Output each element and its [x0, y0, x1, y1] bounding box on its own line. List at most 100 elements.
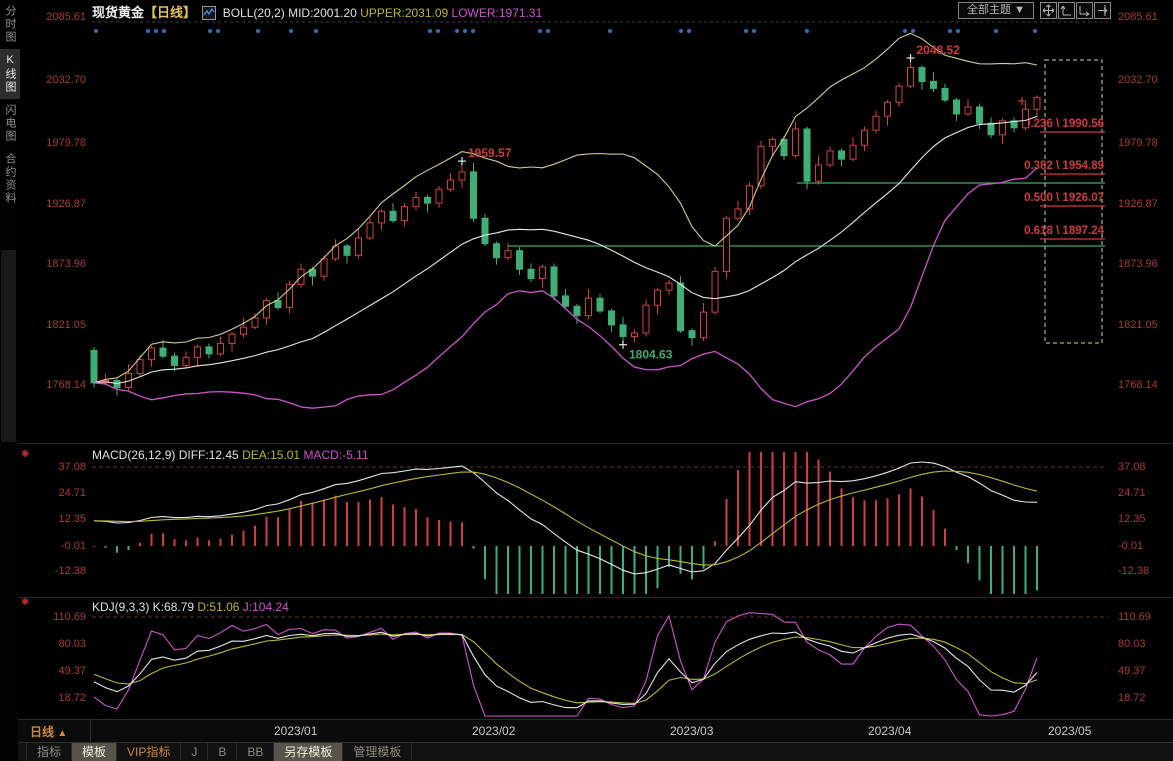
signal-dot: [256, 29, 260, 33]
macd-dea-value: DEA:15.01: [242, 448, 301, 462]
indicator-icon[interactable]: [202, 6, 217, 20]
macd-axis-label: 37.08: [1118, 461, 1146, 473]
signal-dot: [162, 29, 166, 33]
fib-level-label: 0.500 \ 1926.07: [1024, 192, 1104, 204]
drawing-objects: 0.236 \ 1990.56 0.382 \ 1954.89 0.500 \ 19…: [508, 59, 1105, 344]
signal-dot: [538, 29, 542, 33]
signal-dot: [948, 29, 952, 33]
fib-level-label: 0.382 \ 1954.89: [1024, 160, 1104, 172]
indicator-panes: [93, 452, 1038, 717]
symbol-name: 现货黄金: [92, 5, 145, 20]
theme-dropdown-button[interactable]: 全部主题 ▼: [958, 2, 1034, 19]
date-axis-label: 2023/05: [1048, 724, 1092, 738]
tab-b[interactable]: B: [208, 743, 238, 761]
macd-axis-label: -0.01: [1118, 540, 1144, 552]
price-axis-label: 2032.70: [1118, 74, 1158, 86]
x-axis-row: 日线 ▲ 2023/01 2023/02 2023/03 2023/04 2023/05: [18, 719, 1173, 744]
kdj-axis-label: 49.37: [1118, 665, 1146, 677]
signal-dot: [436, 29, 440, 33]
sidebar-item-timeshare[interactable]: 分时图: [4, 5, 16, 44]
boll-upper-value: UPPER:2031.09: [360, 6, 449, 20]
candlesticks: [90, 59, 1041, 396]
price-annotation: 2048.52: [917, 43, 961, 57]
sidebar-scroll-track[interactable]: [1, 250, 16, 442]
period-text: 日线: [30, 725, 55, 739]
macd-axis-label: 24.71: [1118, 487, 1146, 499]
left-sidebar: 分时图 K线图 闪电图 合约资料: [0, 0, 20, 761]
kdj-axis-label: 80.03: [58, 638, 86, 650]
signal-dot: [956, 29, 960, 33]
signal-dot: [752, 29, 756, 33]
macd-axis-label: 24.71: [58, 487, 86, 499]
macd-axis-label: -0.01: [60, 540, 86, 552]
price-axis-label: 1821.05: [1118, 319, 1158, 331]
signal-dot: [679, 29, 683, 33]
price-axis-label: 2085.61: [1118, 11, 1158, 23]
pane-separator: [18, 443, 1173, 444]
date-axis-label: 2023/02: [472, 724, 516, 738]
sidebar-item-lightning[interactable]: 闪电图: [4, 104, 16, 143]
signal-dot: [216, 29, 220, 33]
fib-level-label: 0.618 \ 1897.24: [1024, 225, 1105, 237]
period-selector[interactable]: 日线 ▲: [30, 723, 67, 740]
date-axis-label: 2023/01: [274, 724, 318, 738]
main-chart-header: 现货黄金【日线】 BOLL(20,2) MID:2001.20 UPPER:20…: [92, 2, 542, 21]
bottom-tab-bar: 指标 模板 VIP指标 J B BB 另存模板 管理模板: [18, 742, 1173, 761]
kdj-axis-label: 110.69: [1118, 611, 1151, 623]
signal-dots: [94, 29, 1037, 33]
date-axis-label: 2023/03: [670, 724, 714, 738]
tab-template[interactable]: 模板: [72, 743, 118, 761]
boll-lower-value: LOWER:1971.31: [451, 6, 543, 20]
gridlines: [92, 21, 1108, 618]
axis-scale-left-icon[interactable]: [1058, 2, 1075, 19]
price-axis-label: 1873.96: [46, 258, 86, 270]
signal-dot: [463, 29, 467, 33]
kdj-d-value: D:51.06: [197, 600, 240, 614]
signal-dot: [471, 29, 475, 33]
pan-right-icon[interactable]: [1094, 2, 1111, 19]
tab-indicators[interactable]: 指标: [26, 743, 73, 761]
pane-separator: [18, 597, 1173, 598]
price-axis-label: 1768.14: [46, 379, 86, 391]
macd-axis-label: -12.38: [1118, 565, 1150, 577]
macd-axis-label: 12.35: [1118, 513, 1146, 525]
sidebar-item-contract-info[interactable]: 合约资料: [4, 153, 16, 205]
signal-dot: [687, 29, 691, 33]
sidebar-item-kline[interactable]: K线图: [0, 49, 20, 99]
tab-j[interactable]: J: [181, 743, 209, 761]
price-axis-label: 1768.14: [1118, 379, 1158, 391]
signal-dot: [608, 29, 612, 33]
crosshair-icon[interactable]: [1040, 2, 1057, 19]
boll-mid-value: BOLL(20,2) MID:2001.20: [222, 6, 357, 20]
macd-value: MACD:-5.11: [303, 448, 369, 462]
macd-axis-label: 37.08: [58, 461, 86, 473]
tab-bb[interactable]: BB: [237, 743, 275, 761]
price-axis-label: 2085.61: [46, 11, 86, 23]
kdj-axis-label: 18.72: [1118, 692, 1146, 704]
tab-manage-template[interactable]: 管理模板: [343, 743, 413, 761]
price-axis-label: 2032.70: [46, 74, 86, 86]
signal-dot: [546, 29, 550, 33]
fib-level-label: 0.236 \ 1990.56: [1024, 118, 1104, 130]
signal-dot: [911, 29, 915, 33]
kdj-pane-marker-icon[interactable]: ✱: [21, 597, 30, 608]
kdj-axis-label: 49.37: [58, 665, 86, 677]
macd-axis-label: -12.38: [54, 565, 86, 577]
tab-save-template[interactable]: 另存模板: [274, 743, 344, 761]
price-annotation: 1804.63: [629, 348, 673, 362]
axis-scale-bottom-icon[interactable]: [1076, 2, 1093, 19]
date-axis-label: 2023/04: [868, 724, 912, 738]
signal-dot: [154, 29, 158, 33]
signal-dot: [208, 29, 212, 33]
triangle-up-icon: ▲: [57, 728, 68, 739]
kdj-axis-label: 110.69: [53, 611, 86, 623]
macd-header: MACD(26,12,9) DIFF:12.45 DEA:15.01 MACD:…: [92, 448, 369, 462]
annotations: 1959.57 1804.63 2048.52: [458, 43, 1026, 362]
macd-pane-marker-icon[interactable]: ✱: [21, 449, 30, 460]
price-axis-label: 1821.05: [46, 319, 86, 331]
tab-vip-indicators[interactable]: VIP指标: [117, 743, 182, 761]
signal-dot: [314, 29, 318, 33]
price-annotation: 1959.57: [468, 146, 512, 160]
signal-dot: [455, 29, 459, 33]
